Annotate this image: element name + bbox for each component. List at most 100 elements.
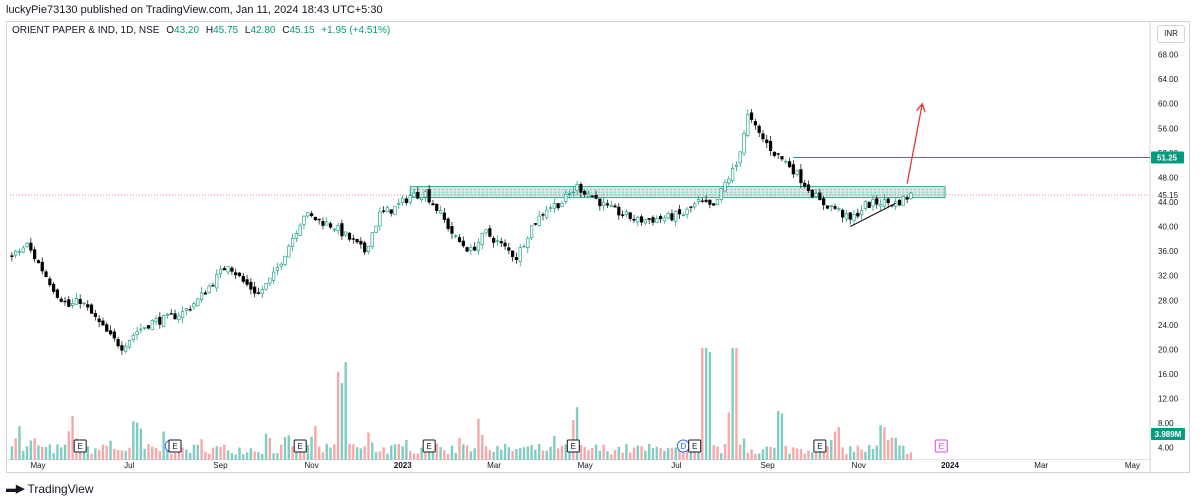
volume-bar	[621, 452, 624, 460]
volume-bar	[219, 446, 222, 460]
candle-body	[662, 217, 666, 222]
candle-body	[188, 308, 192, 311]
candle-body	[135, 331, 139, 336]
candle-body	[791, 164, 795, 175]
tradingview-logo-icon[interactable]: ▬▶	[6, 483, 24, 495]
candle-body	[772, 151, 776, 156]
volume-bar	[720, 453, 723, 460]
volume-bar	[685, 446, 689, 460]
price-tick-label: 4.00	[1158, 444, 1174, 453]
volume-bar	[473, 448, 476, 460]
candle-body	[279, 263, 283, 267]
volume-bar	[852, 451, 856, 460]
candle-body	[704, 199, 708, 202]
candle-body	[583, 190, 587, 195]
candle-body	[97, 318, 101, 323]
volume-bar	[317, 446, 321, 460]
volume-bar	[890, 437, 894, 460]
volume-bar	[116, 450, 120, 460]
price-tick-label: 20.00	[1158, 345, 1179, 354]
volume-bar	[63, 444, 67, 460]
volume-bar	[792, 447, 795, 460]
time-axis-label: 2023	[394, 461, 412, 470]
candle-body	[787, 161, 792, 168]
candle-body	[165, 314, 170, 316]
volume-bar	[799, 449, 803, 460]
candle-body	[309, 213, 314, 216]
volume-bar	[776, 411, 780, 460]
volume-bar	[382, 447, 385, 460]
time-axis-label: May	[1125, 461, 1140, 470]
candle-body	[306, 212, 310, 217]
price-tick-label: 60.00	[1158, 100, 1179, 109]
candle-body	[435, 203, 439, 212]
volume-bar	[295, 451, 298, 460]
close-label: C	[282, 25, 290, 36]
candle-body	[124, 345, 128, 352]
candle-body	[298, 224, 302, 236]
volume-bar	[120, 450, 124, 460]
volume-bar	[492, 451, 495, 460]
candle-body	[556, 203, 560, 209]
candle-body	[143, 326, 147, 329]
candle-body	[59, 298, 63, 302]
price-tick-label: 12.00	[1158, 395, 1179, 404]
candle-body	[355, 238, 359, 243]
candle-body	[423, 190, 427, 198]
candle-body	[237, 272, 242, 276]
currency-button[interactable]: INR	[1157, 25, 1185, 43]
candle-body	[727, 178, 731, 184]
candle-body	[658, 216, 663, 220]
volume-bar	[18, 426, 21, 460]
price-tick-label: 28.00	[1158, 296, 1179, 305]
candle-body	[810, 189, 814, 198]
volume-bar	[496, 445, 499, 460]
candle-body	[875, 198, 879, 205]
candle-body	[567, 193, 572, 195]
volume-bar	[386, 453, 389, 460]
earnings-marker-label: E	[817, 442, 822, 451]
volume-bar	[344, 362, 347, 460]
volume-bar	[401, 446, 404, 460]
candle-body	[116, 339, 120, 347]
volume-bar	[849, 446, 852, 460]
volume-bar	[704, 348, 708, 460]
breakout-arrow	[906, 103, 923, 184]
earnings-marker	[293, 439, 307, 453]
change-value: +1.95 (+4.51%)	[321, 25, 391, 36]
candle-body	[416, 192, 420, 199]
candle-body	[677, 209, 682, 215]
candle-body	[234, 272, 238, 276]
volume-bar	[537, 443, 541, 460]
volume-bar	[591, 448, 594, 460]
volume-bar	[105, 445, 108, 460]
volume-bar	[629, 452, 632, 460]
time-axis-label: Sep	[213, 461, 228, 470]
time-axis-label: Sep	[760, 461, 775, 470]
volume-bar	[147, 444, 150, 460]
volume-bar	[484, 446, 488, 460]
close-value: 45.15	[289, 25, 315, 36]
candle-body	[10, 255, 14, 257]
earnings-marker-label: E	[78, 442, 83, 451]
candle-body	[146, 325, 151, 329]
symbol-name[interactable]: ORIENT PAPER & IND, 1D, NSE	[12, 25, 160, 36]
price-tick-label: 48.00	[1158, 173, 1179, 182]
candle-body	[283, 255, 287, 265]
volume-bar	[185, 449, 188, 460]
candle-body	[112, 331, 116, 339]
candle-body	[719, 188, 723, 200]
volume-bar	[367, 432, 370, 460]
volume-bar	[625, 444, 628, 460]
candle-body	[560, 202, 564, 208]
candle-body	[351, 238, 355, 240]
candle-body	[738, 151, 742, 164]
earnings-marker	[73, 439, 87, 453]
candle-body	[173, 313, 177, 320]
candle-body	[806, 184, 811, 192]
earnings-marker-label: E	[571, 442, 576, 451]
candle-body	[552, 203, 556, 209]
volume-bar	[109, 440, 112, 460]
open-label: O	[166, 25, 175, 36]
